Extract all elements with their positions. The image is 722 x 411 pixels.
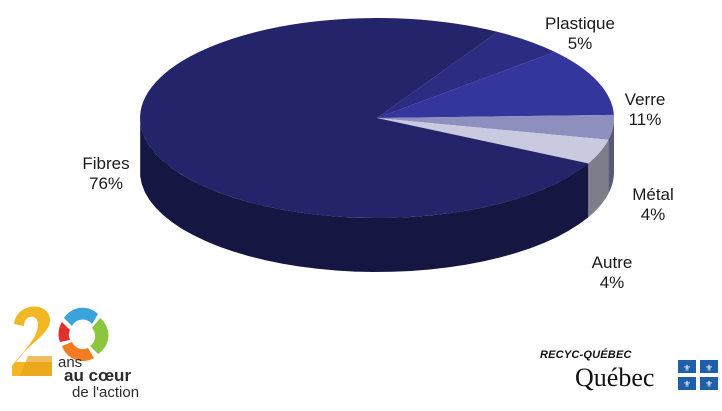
label-autre-value: 4% [599, 273, 625, 292]
pie-slice-mtal [377, 114, 615, 140]
pie-slice-verre [377, 51, 614, 118]
label-fibres-value: 76% [88, 174, 124, 193]
label-autre: Autre 4% [577, 253, 647, 293]
logo-line-au-coeur: au cœur [64, 366, 132, 385]
svg-text:⚜: ⚜ [705, 364, 713, 374]
pie-depth-layer [140, 118, 614, 273]
label-verre-value: 11% [628, 110, 662, 129]
logo-line-de-laction: de l'action [72, 384, 140, 401]
anniversary-logo: ans au cœur de l'action [6, 296, 176, 406]
label-metal-name: Métal [632, 185, 674, 204]
pie-side-mtal [608, 118, 614, 194]
recyc-quebec-wordmark: RECYC-QUÉBEC [540, 349, 632, 361]
anniversary-logo-graphic [12, 306, 109, 376]
pie-side-autre [588, 139, 609, 218]
logo-line-ans: ans [58, 354, 83, 371]
label-plastique-name: Plastique [545, 14, 615, 33]
label-verre: Verre 11% [610, 90, 680, 130]
svg-text:⚜: ⚜ [705, 380, 713, 390]
quebec-branding: RECYC-QUÉBEC Québec ⚜ ⚜ ⚜ ⚜ [540, 349, 720, 399]
pie-top-layer [140, 17, 615, 218]
pie-slice-plastique [377, 31, 555, 118]
label-plastique-value: 5% [567, 34, 593, 53]
label-metal-value: 4% [640, 205, 666, 224]
svg-text:⚜: ⚜ [683, 380, 691, 390]
label-plastique: Plastique 5% [535, 14, 625, 54]
pie-side-fibres [140, 122, 589, 273]
label-fibres-name: Fibres [82, 154, 130, 173]
label-autre-name: Autre [591, 253, 633, 272]
pie-slice-autre [377, 118, 609, 164]
quebec-wordmark: Québec [575, 363, 655, 392]
label-fibres: Fibres 76% [66, 154, 146, 194]
label-metal: Métal 4% [618, 185, 688, 225]
pie-slice-fibres [140, 17, 589, 218]
quebec-flag-icon: ⚜ ⚜ ⚜ ⚜ [678, 360, 718, 390]
label-verre-name: Verre [624, 90, 666, 109]
svg-text:⚜: ⚜ [683, 364, 691, 374]
